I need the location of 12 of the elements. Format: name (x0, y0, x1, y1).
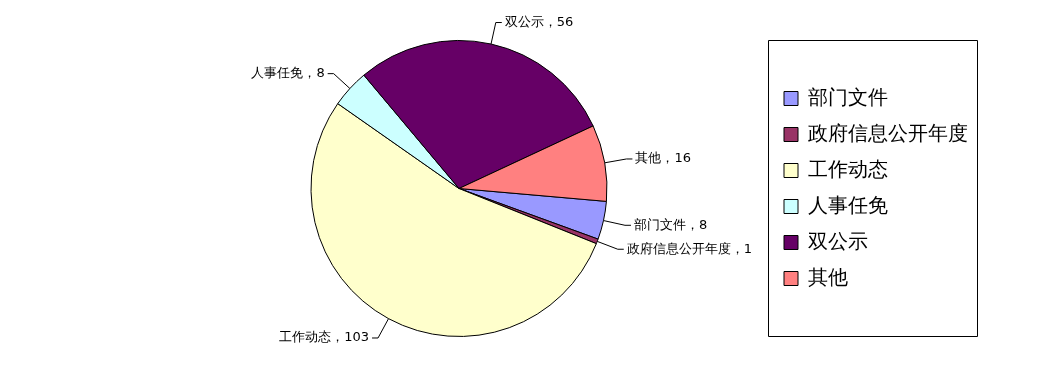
data-label: 其他，16 (635, 150, 691, 166)
legend-label: 双公示 (808, 228, 868, 253)
legend-label: 其他 (808, 264, 848, 289)
legend-label: 部门文件 (808, 84, 888, 109)
data-label: 双公示，56 (504, 13, 574, 29)
legend-label: 人事任免 (808, 192, 888, 217)
legend-label: 工作动态 (808, 156, 888, 181)
data-label: 部门文件，8 (633, 216, 708, 232)
data-label: 人事任免，8 (251, 65, 325, 81)
legend-label: 政府信息公开年度 (808, 120, 968, 145)
data-label: 工作动态，103 (279, 329, 370, 345)
data-label: 政府信息公开年度，1 (626, 240, 753, 256)
